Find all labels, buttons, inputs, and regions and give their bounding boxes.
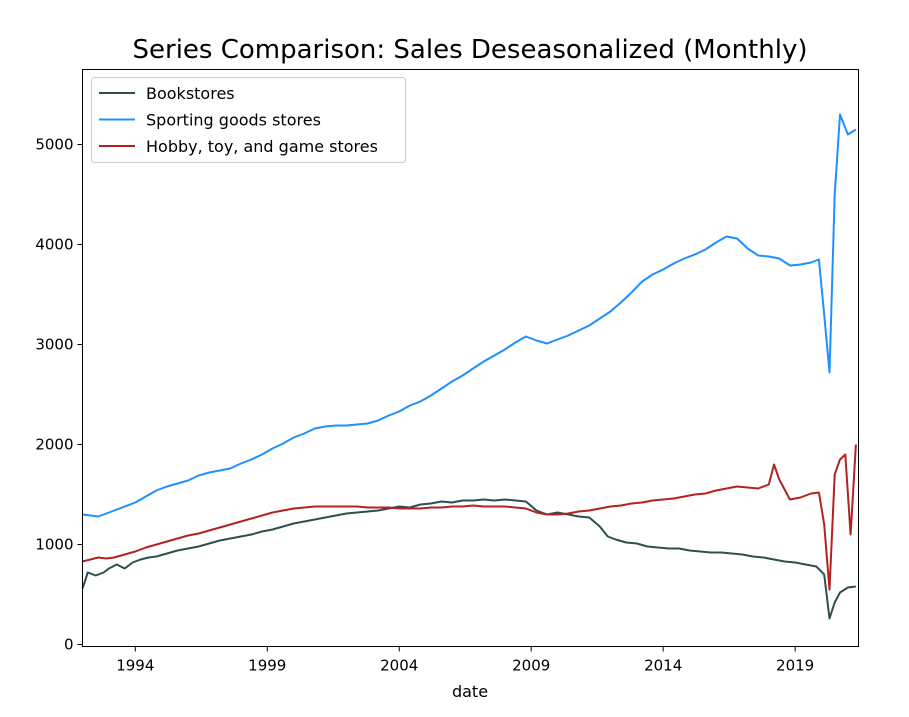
plot-frame [82, 69, 859, 647]
y-tick-label: 2000 [35, 436, 73, 454]
x-tick-label: 1999 [248, 657, 286, 675]
x-tick-label: 2004 [380, 657, 418, 675]
y-tick-label: 1000 [35, 536, 73, 554]
y-tick-label: 3000 [35, 336, 73, 354]
x-axis-label: date [452, 682, 488, 701]
y-tick-label: 0 [64, 636, 74, 654]
x-tick-label: 2019 [776, 657, 814, 675]
x-tick-label: 1994 [116, 657, 154, 675]
legend: Bookstores Sporting goods stores Hobby, to… [91, 77, 406, 163]
y-axis-ticks: 0 1000 2000 3000 4000 5000 [35, 136, 83, 654]
series-line-1 [82, 113, 857, 518]
y-tick-label: 5000 [35, 136, 73, 154]
series-lines [81, 113, 857, 620]
y-tick-label: 4000 [35, 236, 73, 254]
x-axis-ticks: 1994 1999 2004 2009 2014 2019 [116, 646, 814, 675]
legend-label-1: Sporting goods stores [146, 111, 321, 130]
x-tick-label: 2014 [644, 657, 682, 675]
legend-label-2: Hobby, toy, and game stores [146, 137, 378, 156]
legend-label-0: Bookstores [146, 84, 235, 103]
chart-title: Series Comparison: Sales Deseasonalized … [133, 35, 808, 65]
x-tick-label: 2009 [512, 657, 550, 675]
series-line-0 [81, 498, 857, 620]
series-line-2 [82, 444, 857, 591]
legend-box [91, 77, 406, 163]
